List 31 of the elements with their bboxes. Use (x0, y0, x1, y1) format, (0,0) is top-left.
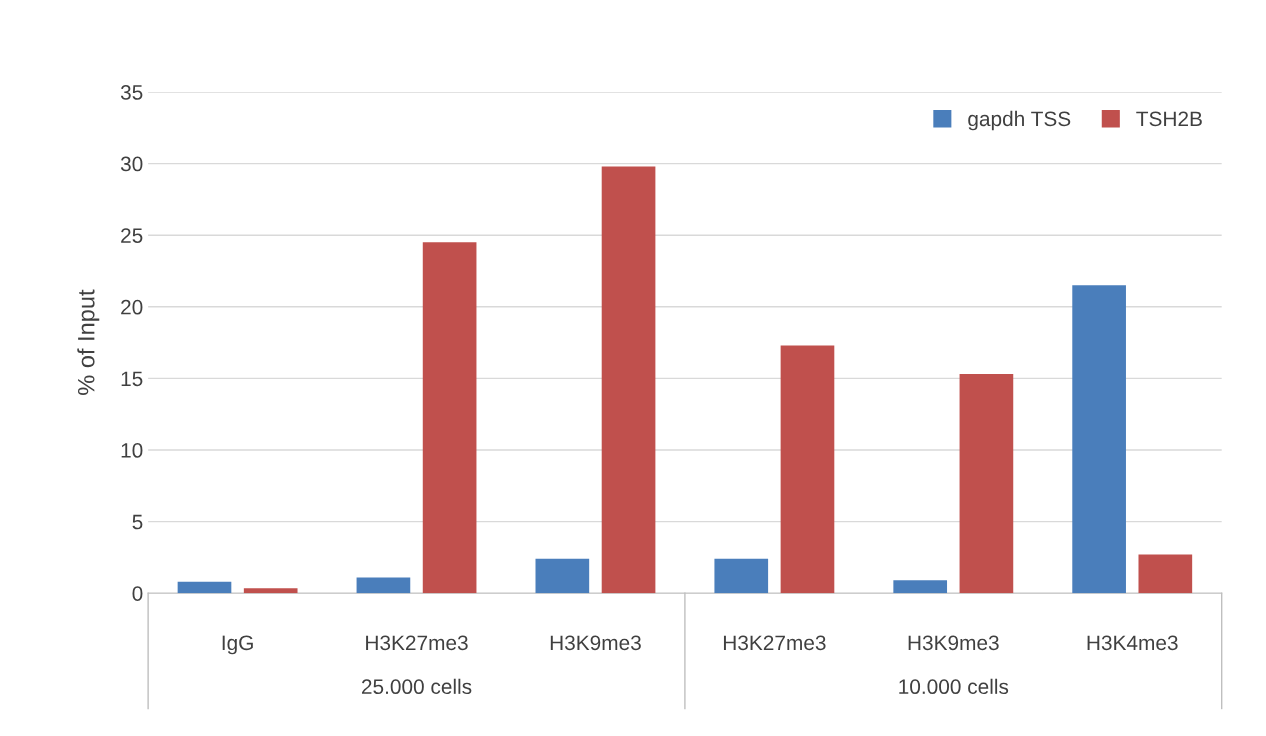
y-tick-label: 25 (121, 228, 143, 243)
x-tick-label: IgG (222, 635, 253, 655)
y-tick-label: 15 (121, 371, 143, 387)
bar (893, 580, 948, 594)
x-tick-label: H3K27me3 (723, 635, 826, 651)
bar (780, 345, 835, 594)
bar (1072, 285, 1126, 594)
y-tick-label: 10 (121, 443, 143, 458)
bar (714, 558, 769, 594)
bar (1138, 554, 1193, 594)
y-tick-label: 30 (120, 156, 143, 172)
x-tick-label: H3K27me3 (366, 635, 468, 651)
x-tick-label: H3K9me3 (550, 635, 641, 651)
x-tick-label: H3K9me3 (908, 635, 999, 651)
bar (422, 242, 477, 594)
y-tick-label: 5 (132, 514, 143, 530)
y-tick-label: 0 (132, 586, 143, 601)
bar (177, 581, 232, 594)
bar (535, 558, 590, 594)
bar (356, 577, 411, 594)
text: 25.000 cells (361, 678, 472, 695)
y-axis-title: % of Input (77, 289, 100, 395)
x-tick-label: H3K4me3 (1087, 635, 1178, 651)
text: 10.000 cells (899, 678, 1009, 695)
y-tick-label: 20 (121, 299, 143, 315)
y-tick-label: 35 (120, 85, 143, 100)
legend-label: gapdh TSS (968, 110, 1071, 131)
bar (959, 374, 1014, 594)
bar (601, 166, 656, 594)
bar (243, 588, 298, 594)
legend-label: TSH2B (1136, 111, 1202, 127)
